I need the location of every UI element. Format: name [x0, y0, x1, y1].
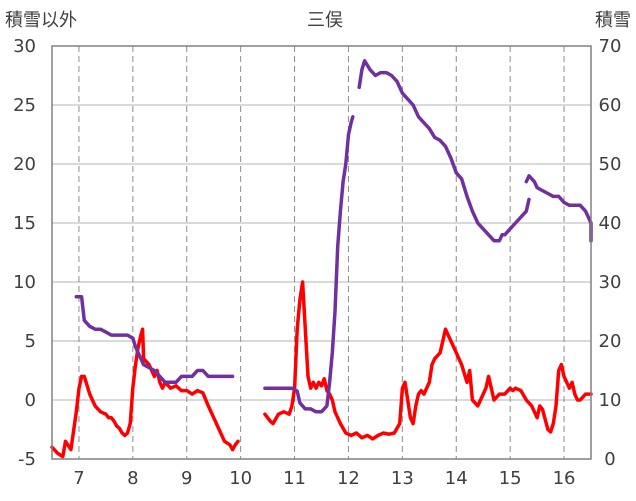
left-tick-label: 0	[25, 390, 36, 411]
right-tick-label: 60	[599, 95, 622, 116]
x-tick-label: 11	[283, 468, 306, 489]
purple-series-line	[74, 295, 235, 385]
purple-series-line	[263, 115, 355, 414]
right-axis-label: 積雪	[595, 10, 631, 31]
left-tick-label: -5	[18, 449, 36, 470]
purple-series-line	[524, 174, 593, 243]
x-tick-label: 13	[391, 468, 414, 489]
red-series-line	[50, 327, 240, 459]
x-tick-label: 7	[73, 468, 84, 489]
x-tick-label: 8	[127, 468, 138, 489]
right-tick-label: 40	[599, 213, 622, 234]
right-tick-label: 0	[604, 449, 615, 470]
x-tick-label: 15	[499, 468, 522, 489]
purple-series-line	[357, 59, 531, 243]
x-tick-label: 12	[337, 468, 360, 489]
left-tick-label: 30	[13, 36, 36, 57]
left-tick-label: 10	[13, 272, 36, 293]
left-axis-label: 積雪以外	[5, 10, 77, 31]
x-tick-label: 16	[553, 468, 576, 489]
left-tick-label: 5	[25, 331, 36, 352]
x-tick-label: 10	[229, 468, 252, 489]
x-tick-label: 9	[181, 468, 192, 489]
red-series-line	[263, 280, 453, 441]
right-tick-label: 10	[599, 390, 622, 411]
right-tick-label: 30	[599, 272, 622, 293]
chart-title: 三俣	[307, 10, 343, 31]
tick-labels: -5 0 5 10 15 20 25 30 0 10 20 30 40 50 60 70 7 8 9 10 11 12 13…	[13, 36, 621, 489]
left-tick-label: 20	[13, 154, 36, 175]
right-tick-label: 70	[599, 36, 622, 57]
red-series-line	[449, 339, 593, 434]
left-tick-label: 25	[13, 95, 36, 116]
right-tick-label: 50	[599, 154, 622, 175]
left-tick-label: 15	[13, 213, 36, 234]
right-tick-label: 20	[599, 331, 622, 352]
x-tick-label: 14	[445, 468, 468, 489]
plot-frame	[51, 45, 592, 460]
